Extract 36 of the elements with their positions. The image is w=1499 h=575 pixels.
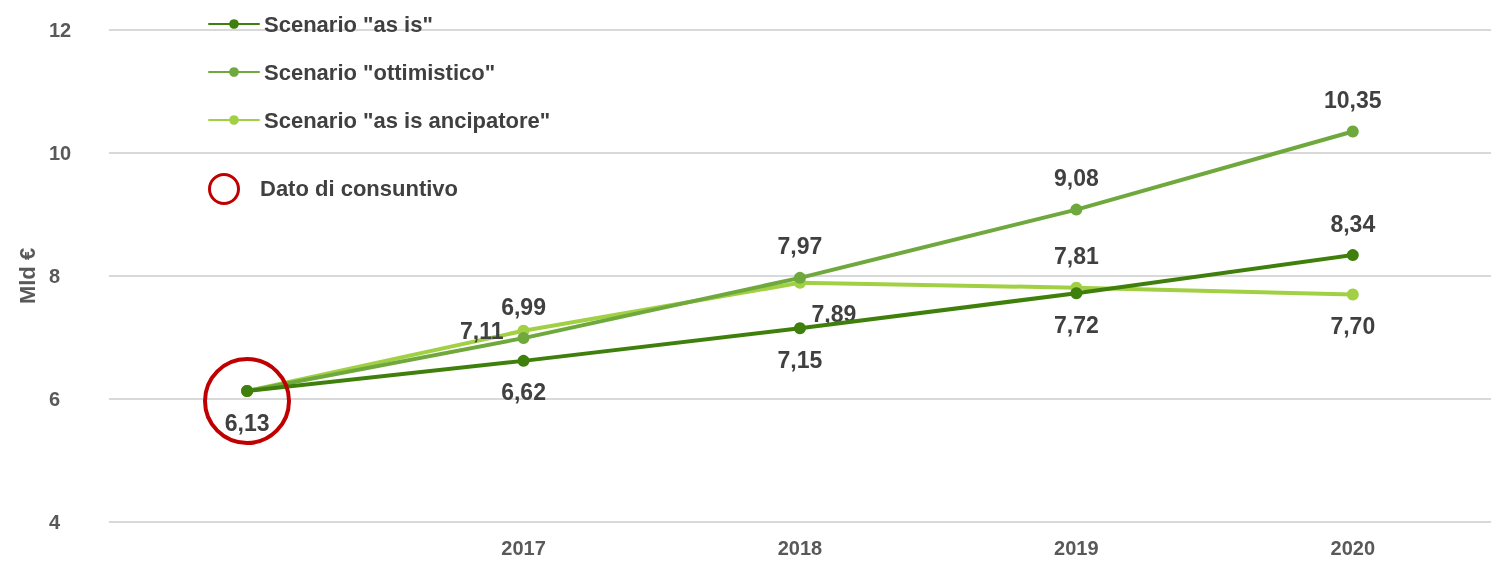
y-tick-label: 8 (48, 265, 61, 287)
data-label: 6,62 (501, 379, 546, 406)
y-axis-title: Mld € (14, 247, 40, 305)
legend-label: Scenario "as is ancipatore" (264, 107, 551, 133)
point (1070, 287, 1083, 300)
annotation: Dato di consuntivo (260, 176, 458, 202)
point (517, 354, 530, 367)
data-label: 8,34 (1330, 210, 1376, 237)
data-label: 10,35 (1324, 86, 1382, 113)
data-label: 6,99 (501, 293, 546, 320)
data-label: 7,72 (1053, 311, 1099, 338)
point (1346, 125, 1359, 138)
data-label: 7,81 (1053, 243, 1099, 270)
point (1070, 203, 1083, 216)
point (1346, 288, 1359, 301)
x-tick-label: 2018 (777, 537, 823, 559)
data-label: 7,89 (811, 301, 857, 328)
x-tick-label: 2019 (1054, 537, 1099, 559)
y-tick-label: 4 (48, 511, 61, 533)
legend-label: Scenario "ottimistico" (264, 59, 496, 85)
data-label: 7,11 (460, 317, 504, 344)
point (793, 271, 806, 284)
data-label: 9,08 (1053, 165, 1099, 192)
data-label: 7,70 (1330, 312, 1376, 339)
data-label: 7,97 (777, 233, 823, 260)
data-label: 7,15 (777, 346, 823, 373)
point (793, 322, 806, 335)
x-tick-label: 2020 (1330, 537, 1376, 559)
y-tick-label: 12 (48, 19, 72, 41)
data-label: 6,13 (224, 409, 270, 436)
point (1346, 249, 1359, 262)
point (517, 332, 530, 345)
y-tick-label: 10 (48, 142, 72, 164)
x-tick-label: 2017 (501, 537, 546, 559)
legend-label: Scenario "as is" (264, 11, 433, 37)
y-tick-label: 6 (48, 388, 61, 410)
